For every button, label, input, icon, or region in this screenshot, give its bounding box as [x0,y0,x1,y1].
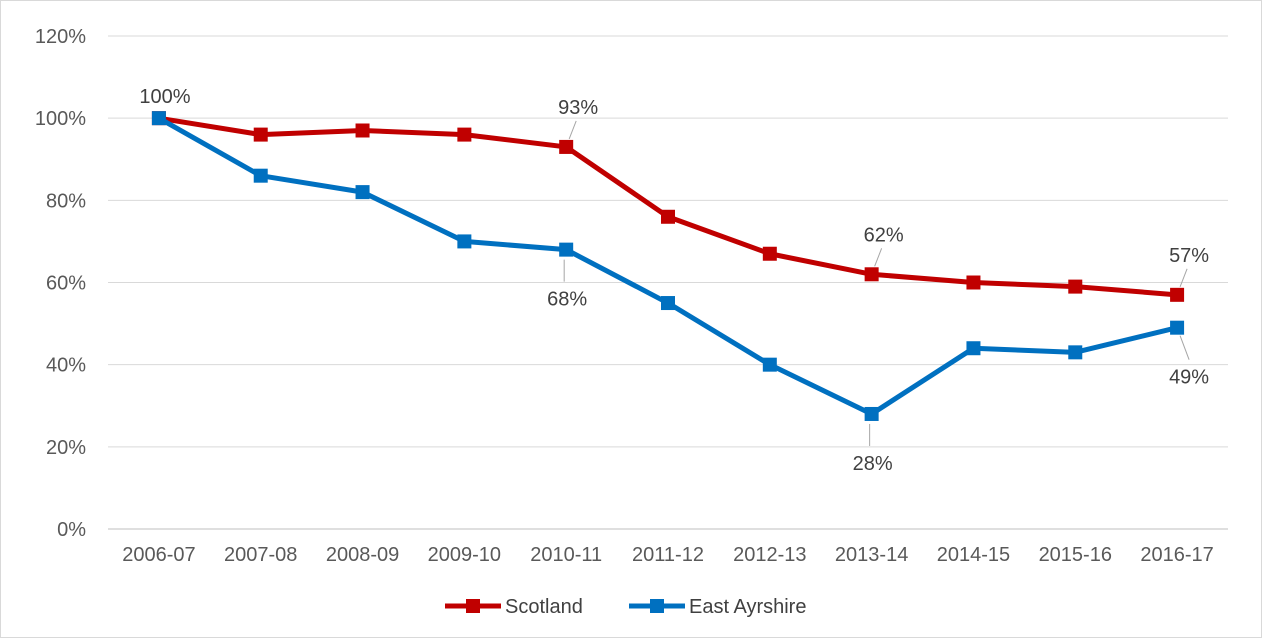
data-point-marker [661,209,675,224]
data-point-marker [1170,287,1185,302]
y-tick-label: 80% [46,190,86,212]
leader-line [1179,268,1188,288]
data-point-marker [864,406,879,421]
data-point-marker [457,234,472,249]
x-tick-label: 2012-13 [733,544,806,566]
data-label: 28% [853,453,893,475]
data-point-marker [966,341,981,356]
data-point-marker [355,123,370,138]
data-point-marker [559,242,574,257]
y-tick-label: 0% [57,519,86,541]
leader-line [1179,335,1190,360]
data-point-marker [253,168,268,183]
data-labels: 100% 93% 62% 57% 68% 28% 49% [139,86,1209,475]
data-point-marker [966,275,981,290]
y-tick-label: 60% [46,273,86,295]
x-tick-label: 2009-10 [428,544,501,566]
data-label: 93% [558,97,598,119]
data-point-marker [151,111,166,126]
y-tick-label: 100% [35,108,86,130]
series-line-scotland [156,115,1180,298]
data-point-marker [1068,279,1083,294]
data-label: 68% [547,289,587,311]
series-line-east-ayrshire [156,115,1180,417]
x-tick-label: 2011-12 [632,544,704,566]
gridlines [108,35,1228,530]
x-tick-label: 2015-16 [1039,544,1112,566]
data-point-marker [762,246,777,261]
data-point-marker [1068,345,1083,360]
legend-item-scotland: Scotland [445,596,583,618]
series-lines [151,111,1185,421]
data-label: 49% [1169,367,1209,389]
x-tick-label: 2016-17 [1140,544,1213,566]
legend-label: Scotland [505,596,583,618]
legend-label: East Ayrshire [689,596,806,618]
data-label: 100% [139,86,190,108]
x-tick-label: 2006-07 [122,544,195,566]
legend-marker-swatch [650,599,664,613]
y-tick-label: 20% [46,437,86,459]
x-tick-label: 2010-11 [530,544,602,566]
data-label: 62% [864,224,904,246]
data-point-marker [355,185,370,200]
data-label: 57% [1169,245,1209,267]
data-point-marker [253,127,268,142]
legend: Scotland East Ayrshire [445,596,806,618]
leader-line [874,248,883,267]
leader-line [568,120,577,140]
data-point-marker [864,267,879,282]
x-tick-label: 2014-15 [937,544,1010,566]
data-point-marker [762,357,777,372]
data-point-marker [1170,320,1185,335]
y-tick-label: 120% [35,26,86,48]
legend-item-east-ayrshire: East Ayrshire [629,596,806,618]
x-tick-label: 2007-08 [224,544,297,566]
x-tick-label: 2013-14 [835,544,908,566]
data-point-marker [661,296,675,311]
y-tick-label: 40% [46,355,86,377]
y-axis-tick-labels: 0% 20% 40% 60% 80% 100% 120% [35,26,86,541]
data-point-marker [559,139,574,154]
x-axis-tick-labels: 2006-07 2007-08 2008-09 2009-10 2010-11 2011-… [122,544,1214,566]
data-point-marker [457,127,472,142]
x-tick-label: 2008-09 [326,544,399,566]
legend-marker-swatch [466,599,480,613]
